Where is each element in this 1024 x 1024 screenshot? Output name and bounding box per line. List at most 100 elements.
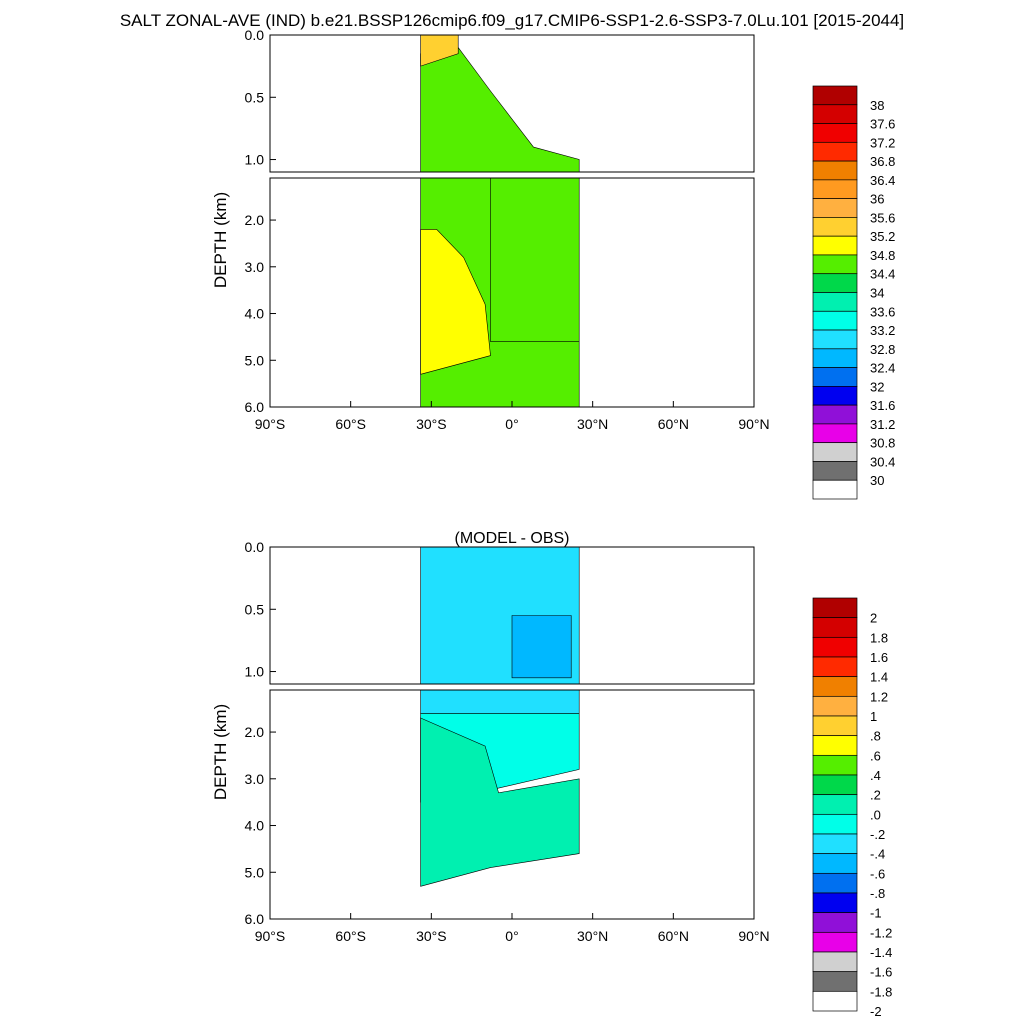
colorbar-swatch — [812, 461, 858, 481]
colorbar-label: -1.4 — [870, 945, 892, 960]
colorbar-label: 37.6 — [870, 117, 895, 132]
y-tick-label: 4.0 — [245, 818, 265, 834]
x-tick-label: 0° — [505, 928, 518, 944]
colorbar-swatch — [812, 990, 858, 1012]
colorbar-swatch — [812, 423, 858, 444]
y-tick-label: 6.0 — [245, 911, 265, 927]
colorbar-swatch — [812, 774, 858, 796]
y-axis-label: DEPTH (km) — [211, 192, 230, 288]
x-tick-label: 90°S — [255, 416, 286, 432]
colorbar-swatch — [812, 951, 858, 973]
colorbar-label: -.4 — [870, 847, 885, 862]
colorbar-swatch — [812, 386, 858, 406]
data-layer — [420, 35, 580, 172]
x-tick-label: 90°N — [738, 416, 769, 432]
colorbar-swatch — [812, 217, 858, 237]
x-tick-label: 0° — [505, 416, 518, 432]
colorbar-swatch — [812, 198, 858, 218]
colorbar-swatch — [812, 123, 858, 143]
x-tick-label: 30°S — [416, 416, 447, 432]
y-tick-label: 3.0 — [245, 259, 265, 275]
colorbar-swatch — [812, 442, 858, 462]
y-tick-label: 1.0 — [245, 664, 265, 680]
colorbar-swatch — [812, 179, 858, 199]
colorbar-label: 33.2 — [870, 323, 895, 338]
colorbar-label: 1.8 — [870, 630, 888, 645]
colorbar-label: 31.2 — [870, 417, 895, 432]
colorbar-swatch — [812, 292, 858, 312]
colorbar-label: .8 — [870, 729, 881, 744]
colorbar-swatch — [812, 617, 858, 638]
salinity-panel: 90°S 60°S 30°S 0° 30°N 60°N 90°N 0.0 0.5 1.0 2.0 3.… — [211, 27, 895, 500]
colorbar-swatch — [812, 329, 858, 350]
colorbar-label: -.6 — [870, 866, 885, 881]
y-tick-label: 2.0 — [245, 724, 265, 740]
colorbar-swatch — [812, 754, 858, 776]
colorbar-label: 1.4 — [870, 670, 888, 685]
y-tick-label: 0.0 — [245, 27, 265, 43]
colorbar-swatch — [812, 912, 858, 933]
colorbar-label: -1.8 — [870, 984, 892, 999]
x-tick-label: 60°N — [658, 416, 689, 432]
colorbar-label: 34.8 — [870, 248, 895, 263]
data-layer — [420, 178, 580, 407]
colorbar-swatch — [812, 695, 858, 717]
colorbar-label: 1.6 — [870, 650, 888, 665]
colorbar-label: .4 — [870, 768, 881, 783]
colorbar-label: 34 — [870, 286, 884, 301]
data-region — [490, 178, 580, 342]
x-tick-label: 30°N — [577, 928, 608, 944]
colorbar-swatch — [812, 735, 858, 756]
colorbar-swatch — [812, 715, 858, 737]
x-tick-label: 60°S — [335, 416, 366, 432]
x-tick-label: 30°N — [577, 416, 608, 432]
colorbar-swatch — [812, 813, 858, 835]
colorbar-swatch — [812, 254, 858, 275]
colorbar-label: 1 — [870, 709, 877, 724]
data-region — [420, 47, 580, 172]
colorbar-swatch — [812, 892, 858, 914]
x-tick-label: 90°S — [255, 928, 286, 944]
colorbar-label: 38 — [870, 98, 884, 113]
y-tick-label: 4.0 — [245, 306, 265, 322]
panel-title: (MODEL - OBS) — [455, 530, 570, 547]
colorbar-swatch — [812, 676, 858, 697]
data-region — [420, 35, 459, 67]
colorbar-swatch — [812, 160, 858, 181]
colorbar-swatch — [812, 404, 858, 425]
colorbar-label: .2 — [870, 788, 881, 803]
colorbar-label: 32.4 — [870, 361, 895, 376]
y-axis-label: DEPTH (km) — [211, 704, 230, 800]
x-tick-label: 30°S — [416, 928, 447, 944]
data-region — [511, 615, 572, 679]
colorbar-label: 33.6 — [870, 304, 895, 319]
colorbar-label: -2 — [870, 1004, 882, 1019]
data-region — [420, 717, 580, 887]
data-layer — [420, 690, 580, 887]
colorbar-label: 1.2 — [870, 689, 888, 704]
colorbar-label: -1.6 — [870, 965, 892, 980]
colorbar-swatch — [812, 597, 858, 619]
y-tick-label: 0.0 — [245, 539, 265, 555]
colorbar-label: 32.8 — [870, 342, 895, 357]
x-tick-label: 60°S — [335, 928, 366, 944]
colorbar-label: 35.2 — [870, 229, 895, 244]
colorbar-swatch — [812, 367, 858, 387]
colorbar-swatch — [812, 235, 858, 256]
colorbar-swatch — [812, 310, 858, 331]
x-tick-label: 60°N — [658, 928, 689, 944]
colorbar-label: -1.2 — [870, 925, 892, 940]
colorbar-swatch — [812, 104, 858, 124]
y-tick-label: 0.5 — [245, 601, 265, 617]
data-layer — [420, 547, 580, 684]
colorbar-label: 34.4 — [870, 267, 895, 282]
colorbar-swatch — [812, 636, 858, 658]
colorbar-swatch — [812, 85, 858, 106]
colorbar-label: 37.2 — [870, 135, 895, 150]
colorbar-label: 36.4 — [870, 173, 895, 188]
y-tick-label: 2.0 — [245, 212, 265, 228]
colorbar-label: 30.4 — [870, 454, 895, 469]
colorbar-label: -.2 — [870, 827, 885, 842]
colorbar-label: 32 — [870, 379, 884, 394]
